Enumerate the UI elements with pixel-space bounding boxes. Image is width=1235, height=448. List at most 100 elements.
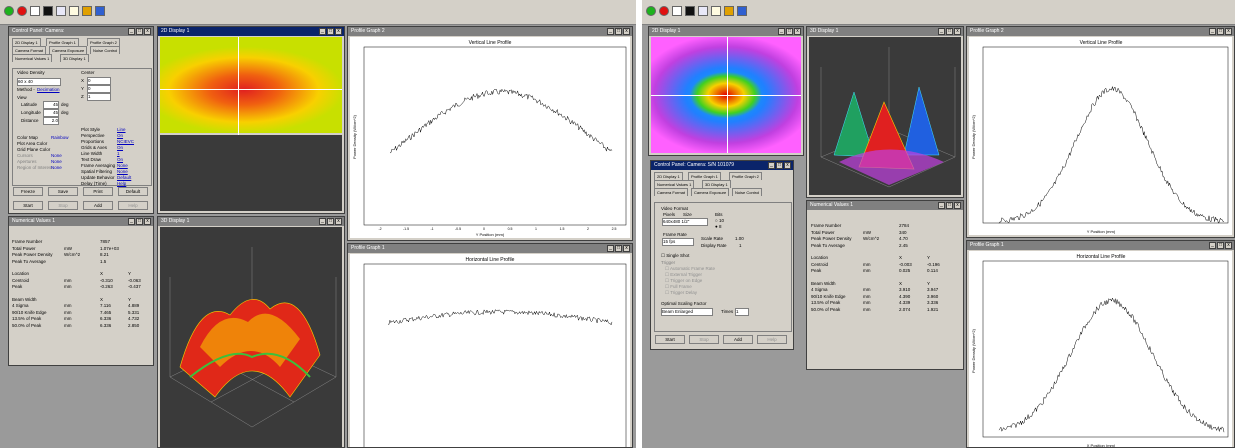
center-z-input[interactable]: 1 <box>87 93 111 101</box>
minimize-icon[interactable]: _ <box>768 162 775 169</box>
start-button[interactable]: Start <box>655 335 685 344</box>
stop-button[interactable]: Stop <box>48 201 78 210</box>
tab-3d-display-1[interactable]: 3D Display 1 <box>60 54 89 62</box>
tab-2d-display-1[interactable]: 2D Display 1 <box>12 38 41 46</box>
option-value-link[interactable]: On <box>117 145 124 150</box>
trigger-option-checkbox[interactable]: ☐ Automatic Frame Rate <box>665 266 716 271</box>
minimize-icon[interactable]: _ <box>1209 28 1216 35</box>
single-shot-checkbox[interactable]: ☐ Single Shot <box>661 253 690 258</box>
frame-rate-select[interactable]: 15 fps <box>662 238 694 246</box>
trigger-option-checkbox[interactable]: ☐ External Trigger <box>665 272 703 277</box>
close-icon[interactable]: x <box>144 218 151 225</box>
tab-camera-exposure[interactable]: Camera Exposure <box>691 188 730 196</box>
stop-icon[interactable] <box>17 6 27 16</box>
close-icon[interactable]: x <box>335 28 342 35</box>
method-link[interactable]: Decimation <box>37 87 60 92</box>
tab-profile-graph-1[interactable]: Profile Graph 1 <box>688 172 721 180</box>
option-value-link[interactable]: Help <box>117 181 127 186</box>
option-value-link[interactable]: 1 <box>117 151 120 156</box>
black-display-icon[interactable] <box>685 6 695 16</box>
close-icon[interactable]: x <box>623 28 630 35</box>
minimize-icon[interactable]: _ <box>319 28 326 35</box>
print-icon[interactable] <box>82 6 92 16</box>
maximize-icon[interactable]: □ <box>136 218 143 225</box>
option-value-link[interactable]: Line <box>117 127 126 132</box>
window-icon[interactable] <box>672 6 682 16</box>
maximize-icon[interactable]: □ <box>615 28 622 35</box>
option-value-link[interactable]: Rainbow <box>51 135 69 140</box>
maximize-icon[interactable]: □ <box>776 162 783 169</box>
pixels-select[interactable]: 640x480 1/2" <box>662 218 708 226</box>
option-value-link[interactable]: On <box>117 157 124 162</box>
tab-profile-graph-2[interactable]: Profile Graph 2 <box>87 38 120 46</box>
black-display-icon[interactable] <box>43 6 53 16</box>
list-icon[interactable] <box>69 6 79 16</box>
run-icon[interactable] <box>646 6 656 16</box>
grid-icon[interactable] <box>698 6 708 16</box>
bits-10-radio[interactable]: ○ 10 <box>715 218 724 223</box>
tab-camera-format[interactable]: Camera Format <box>654 188 689 196</box>
distance-input[interactable]: 2.0 <box>43 117 59 125</box>
print-icon[interactable] <box>724 6 734 16</box>
close-icon[interactable]: x <box>623 245 630 252</box>
minimize-icon[interactable]: _ <box>1209 242 1216 249</box>
option-value-link[interactable]: None <box>51 153 62 158</box>
trigger-option-checkbox[interactable]: ☐ Trigger Delay <box>665 290 698 295</box>
bits-8-radio[interactable]: ● 8 <box>715 224 722 229</box>
option-value-link[interactable]: None <box>51 165 62 170</box>
add-button[interactable]: Add <box>723 335 753 344</box>
minimize-icon[interactable]: _ <box>128 28 135 35</box>
minimize-icon[interactable]: _ <box>607 28 614 35</box>
tab-camera-format[interactable]: Camera Format <box>12 46 47 54</box>
maximize-icon[interactable]: □ <box>327 28 334 35</box>
center-x-input[interactable]: 0 <box>87 77 111 85</box>
tab-2d-display-1[interactable]: 2D Display 1 <box>654 172 683 180</box>
tab-noise-control[interactable]: Noise Control <box>732 188 763 196</box>
latitude-input[interactable]: 45 <box>43 101 59 109</box>
minimize-icon[interactable]: _ <box>128 218 135 225</box>
maximize-icon[interactable]: □ <box>786 28 793 35</box>
option-value-link[interactable]: Default <box>117 175 132 180</box>
tab-profile-graph-2[interactable]: Profile Graph 2 <box>729 172 762 180</box>
maximize-icon[interactable]: □ <box>1217 242 1224 249</box>
minimize-icon[interactable]: _ <box>938 28 945 35</box>
minimize-icon[interactable]: _ <box>607 245 614 252</box>
tab-noise-control[interactable]: Noise Control <box>90 46 121 54</box>
maximize-icon[interactable]: □ <box>615 245 622 252</box>
tab-camera-exposure[interactable]: Camera Exposure <box>49 46 88 54</box>
trigger-option-checkbox[interactable]: ☐ Full Frame <box>665 284 692 289</box>
grid-icon[interactable] <box>56 6 66 16</box>
maximize-icon[interactable]: □ <box>136 28 143 35</box>
close-icon[interactable]: x <box>794 28 801 35</box>
longitude-input[interactable]: 45 <box>43 109 59 117</box>
default-button[interactable]: Default <box>118 187 148 196</box>
tab-numerical-values-1[interactable]: Numerical Values 1 <box>654 180 695 188</box>
close-icon[interactable]: x <box>784 162 791 169</box>
close-icon[interactable]: x <box>1225 242 1232 249</box>
close-icon[interactable]: x <box>954 202 961 209</box>
start-button[interactable]: Start <box>13 201 43 210</box>
surface-plot-3d[interactable] <box>809 37 963 197</box>
trigger-option-checkbox[interactable]: ☐ Trigger on Edge <box>665 278 703 283</box>
option-value-link[interactable]: None <box>117 163 128 168</box>
option-value-link[interactable]: None <box>117 169 128 174</box>
maximize-icon[interactable]: □ <box>1217 28 1224 35</box>
maximize-icon[interactable]: □ <box>946 202 953 209</box>
minimize-icon[interactable]: _ <box>938 202 945 209</box>
beam-enlarged-select[interactable]: Beam Enlarged <box>661 308 713 316</box>
stop-button[interactable]: Stop <box>689 335 719 344</box>
add-button[interactable]: Add <box>83 201 113 210</box>
run-icon[interactable] <box>4 6 14 16</box>
minimize-icon[interactable]: _ <box>319 218 326 225</box>
times-input[interactable]: 1 <box>735 308 749 316</box>
camera-icon[interactable] <box>737 6 747 16</box>
option-value-link[interactable]: On <box>117 133 124 138</box>
maximize-icon[interactable]: □ <box>327 218 334 225</box>
center-y-input[interactable]: 0 <box>87 85 111 93</box>
tab-3d-display-1[interactable]: 3D Display 1 <box>702 180 731 188</box>
maximize-icon[interactable]: □ <box>946 28 953 35</box>
tab-numerical-values-1[interactable]: Numerical Values 1 <box>12 54 53 62</box>
minimize-icon[interactable]: _ <box>778 28 785 35</box>
tab-profile-graph-1[interactable]: Profile Graph 1 <box>46 38 79 46</box>
print-button[interactable]: Print <box>83 187 113 196</box>
